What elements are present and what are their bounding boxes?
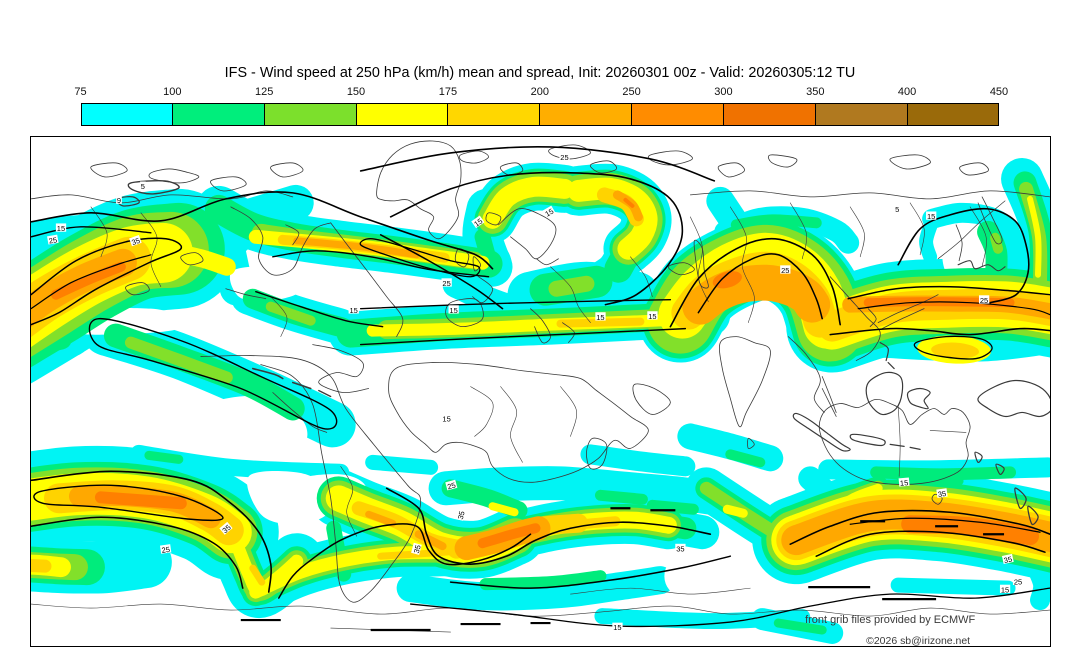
svg-text:35: 35 [412,544,423,554]
svg-text:15: 15 [927,212,935,221]
svg-text:25: 25 [48,235,58,245]
svg-text:35: 35 [937,489,946,499]
svg-text:35: 35 [456,510,467,520]
svg-text:35: 35 [676,544,684,553]
svg-text:15: 15 [648,312,656,321]
svg-text:©2026 sb@irizone.net: ©2026 sb@irizone.net [866,636,970,646]
svg-text:35: 35 [130,236,141,247]
svg-text:25: 25 [980,296,988,305]
svg-text:25: 25 [442,279,450,288]
svg-text:25: 25 [560,153,568,162]
svg-text:15: 15 [596,313,604,322]
svg-text:35: 35 [1003,555,1013,566]
svg-text:15: 15 [613,623,621,632]
svg-text:15: 15 [543,207,555,219]
svg-text:15: 15 [900,478,909,488]
svg-text:15: 15 [472,217,484,229]
svg-text:5: 5 [141,182,145,191]
svg-text:front grib files provided by E: front grib files provided by ECMWF [805,614,975,626]
svg-text:15: 15 [449,306,457,315]
svg-text:25: 25 [781,266,789,275]
svg-text:25: 25 [446,481,456,492]
svg-text:15: 15 [57,224,65,233]
svg-text:15: 15 [350,306,358,315]
svg-text:15: 15 [442,415,450,424]
svg-text:9: 9 [117,196,121,205]
svg-text:25: 25 [1014,577,1022,586]
svg-text:25: 25 [161,545,170,555]
svg-text:15: 15 [1001,585,1009,594]
svg-text:5: 5 [895,205,899,214]
